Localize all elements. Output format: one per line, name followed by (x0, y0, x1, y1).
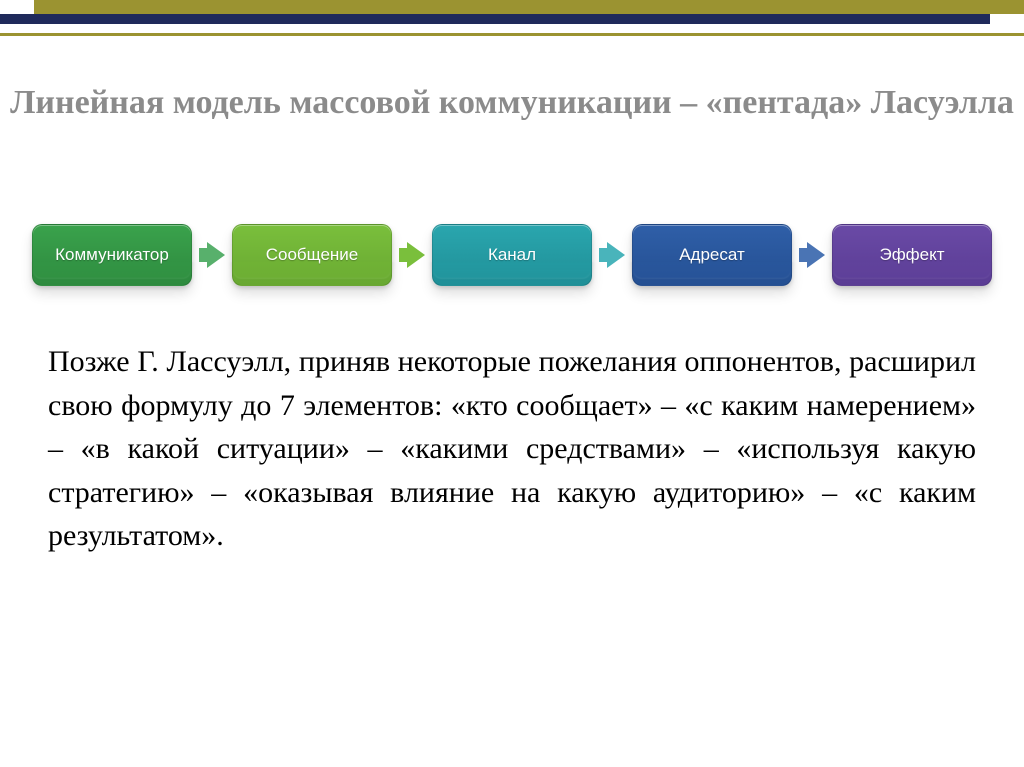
bar-olive (34, 0, 1024, 14)
flow-arrow (392, 262, 432, 280)
flow-node: Коммуникатор (32, 262, 192, 280)
bar-bottom-line (0, 33, 1024, 36)
flow-node: Адресат (632, 262, 792, 280)
decorative-top-bars (0, 0, 1024, 36)
flow-arrow (192, 262, 232, 280)
flow-chain-reflection: Коммуникатор Сообщение Канал Адресат Эффект (32, 262, 992, 280)
bar-navy (0, 14, 990, 24)
flow-node: Сообщение (232, 262, 392, 280)
flow-arrow (592, 262, 632, 280)
body-paragraph: Позже Г. Лассуэлл, приняв некоторые поже… (48, 340, 976, 558)
flow-chain: Коммуникатор Сообщение Канал Адресат Эффект (32, 215, 992, 295)
flow-arrow (792, 262, 832, 280)
page-title: Линейная модель массовой коммуникации – … (0, 82, 1024, 125)
flow-node: Эффект (832, 262, 992, 280)
flow-node: Канал (432, 262, 592, 280)
